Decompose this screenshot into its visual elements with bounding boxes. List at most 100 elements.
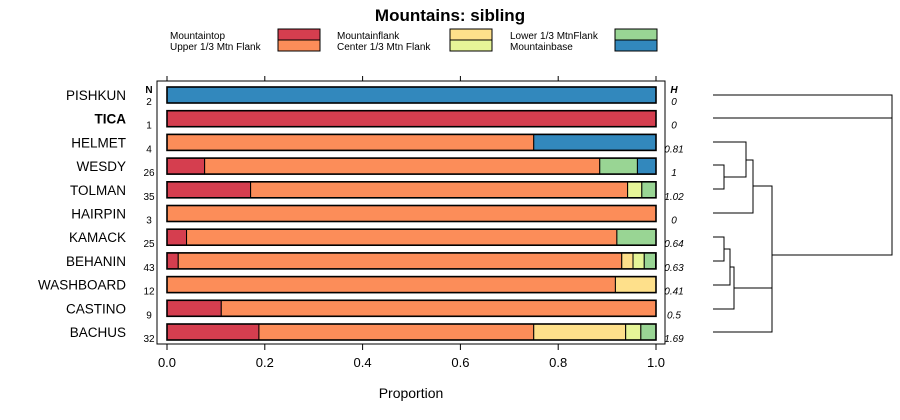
legend-label: Lower 1/3 MtnFlank: [510, 31, 599, 42]
h-value: 0.81: [664, 144, 683, 155]
bar-segment: [616, 228, 657, 246]
x-tick-label: 0.8: [549, 355, 567, 370]
h-value: 0: [671, 121, 677, 132]
bar-outline: [166, 157, 657, 175]
dendrogram: [713, 94, 893, 333]
category-label: BACHUS: [70, 325, 126, 340]
x-tick-label: 0.6: [451, 355, 469, 370]
x-tick-label: 0.2: [256, 355, 274, 370]
bar-segment: [186, 228, 618, 246]
bar-outline: [166, 181, 657, 199]
n-value: 43: [143, 263, 155, 274]
h-value: 1.69: [664, 334, 684, 345]
dendro-link-bachus: [713, 288, 773, 333]
bar-segment: [627, 181, 643, 199]
legend-label: Upper 1/3 Mtn Flank: [170, 42, 262, 53]
n-value: 32: [143, 334, 155, 345]
bar-segment: [166, 181, 252, 199]
bar-segment: [599, 157, 638, 175]
h-value: 0.63: [664, 263, 684, 274]
bar-segment: [250, 181, 629, 199]
bar-segment: [166, 228, 188, 246]
bar-segment: [166, 276, 616, 294]
bar-outline: [166, 252, 657, 270]
bar-segment: [641, 181, 657, 199]
legend-label: Mountainflank: [337, 31, 400, 42]
bar-outline: [166, 109, 657, 128]
n-value: 12: [143, 287, 155, 298]
legend-swatch: [449, 28, 493, 41]
bar-segment: [166, 157, 206, 175]
bar-outline: [166, 275, 657, 294]
dendro-link-tolman-wesdy: [713, 164, 725, 190]
dendro-link-castino: [713, 266, 735, 310]
h-header: H: [670, 85, 678, 96]
x-axis: 0.0 0.2 0.4 0.6 0.8 1.0: [158, 76, 665, 370]
x-tick-label: 0.4: [354, 355, 372, 370]
legend-label: Center 1/3 Mtn Flank: [337, 42, 431, 53]
bar-outline: [166, 323, 657, 341]
bar-segment: [636, 157, 657, 175]
bar-segment: [166, 205, 657, 222]
legend-swatch: [277, 39, 321, 52]
h-value: 1.02: [664, 192, 684, 203]
dendro-link-tolman-helmet: [713, 141, 747, 178]
dendro-link-hairpin: [713, 159, 754, 214]
legend-label: Mountainbase: [510, 42, 573, 53]
dendro-link-middle: [753, 185, 773, 288]
h-value: 0.5: [667, 310, 681, 321]
x-tick-label: 1.0: [647, 355, 665, 370]
bar-segment: [166, 252, 179, 270]
n-value: 9: [146, 310, 152, 321]
bar-segment: [533, 323, 627, 341]
bar-rows: PISHKUN 2 0 TICA 1 0 HELMET 4 0.81 WESDY 26 1 TOLMAN…: [38, 86, 684, 345]
x-tick-label: 0.0: [158, 355, 176, 370]
bar-segment: [166, 86, 657, 104]
bar-segment: [614, 276, 657, 294]
n-value: 4: [146, 144, 152, 155]
category-label: CASTINO: [66, 301, 126, 316]
category-label: WESDY: [76, 159, 126, 174]
category-label: BEHANIN: [66, 254, 126, 269]
n-value: 3: [146, 216, 152, 227]
n-value: 2: [146, 97, 152, 108]
n-value: 1: [146, 121, 152, 132]
h-value: 1: [671, 168, 677, 179]
dendro-link-kamack-behanin: [713, 236, 725, 262]
plot-frame: [156, 80, 666, 345]
dendro-link-washboard: [713, 248, 731, 286]
bar-segment: [621, 252, 634, 270]
bar-segment: [166, 299, 222, 317]
category-label: HELMET: [71, 135, 126, 150]
bar-outline: [166, 204, 657, 223]
bar-segment: [632, 252, 645, 270]
h-value: 0: [671, 97, 677, 108]
bar-outline: [166, 228, 657, 246]
bar-segment: [643, 252, 657, 270]
n-value: 25: [143, 239, 155, 250]
n-value: 26: [143, 168, 155, 179]
bar-segment: [625, 323, 642, 341]
category-label: TOLMAN: [70, 183, 126, 198]
bar-segment: [166, 110, 657, 128]
category-label: PISHKUN: [66, 88, 126, 103]
legend-swatch: [614, 39, 658, 52]
h-value: 0: [671, 216, 677, 227]
bar-outline: [166, 299, 657, 318]
n-header: N: [145, 85, 152, 96]
category-label: WASHBOARD: [38, 278, 126, 293]
x-axis-label: Proportion: [379, 385, 444, 401]
legend-swatch: [614, 28, 658, 41]
bar-segment: [533, 133, 657, 151]
legend-label: Mountaintop: [170, 31, 225, 42]
bar-segment: [258, 323, 535, 341]
h-value: 0.64: [664, 239, 684, 250]
bar-segment: [177, 252, 623, 270]
bar-segment: [166, 133, 535, 151]
category-label: HAIRPIN: [71, 207, 126, 222]
n-value: 35: [143, 192, 155, 203]
category-label: TICA: [95, 112, 127, 127]
bar-segment: [204, 157, 601, 175]
